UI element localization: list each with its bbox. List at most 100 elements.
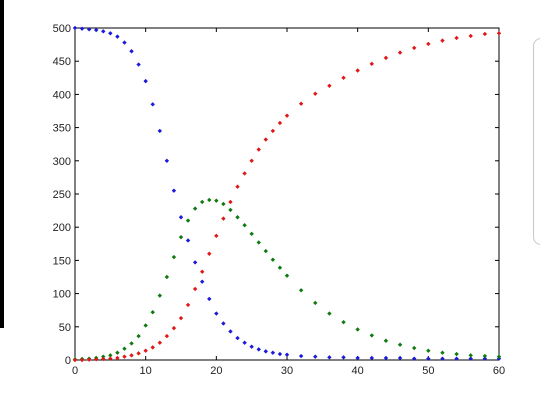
- left-edge-strip: [0, 0, 4, 328]
- series-1-point: [122, 346, 127, 351]
- y-tick-label: 250: [53, 189, 71, 201]
- series-2-point: [263, 137, 268, 142]
- series-1-point: [482, 353, 488, 359]
- series-2-point: [440, 38, 445, 43]
- series-0-point: [192, 260, 198, 265]
- series-0-point: [454, 356, 459, 361]
- series-2-point: [277, 120, 283, 126]
- series-1-point: [355, 327, 360, 332]
- series-0-point: [270, 350, 276, 355]
- series-1-point: [143, 323, 148, 328]
- series-2-point: [270, 128, 276, 134]
- series-1-point: [298, 288, 304, 293]
- y-tick-label: 100: [53, 289, 71, 301]
- series-0-point: [482, 356, 488, 361]
- series-0-point: [327, 355, 332, 360]
- series-2-point: [108, 356, 113, 361]
- y-tick-label: 350: [53, 123, 71, 135]
- series-0-point: [468, 356, 473, 361]
- series-1-point: [235, 215, 240, 220]
- y-tick-label: 300: [53, 156, 71, 168]
- series-2-point: [249, 158, 254, 163]
- series-1-point: [207, 197, 212, 203]
- series-2-point: [101, 356, 106, 362]
- series-0-point: [228, 329, 233, 334]
- series-2-point: [94, 357, 99, 362]
- y-tick-label: 450: [53, 56, 71, 68]
- series-1-point: [200, 199, 205, 205]
- series-2-point: [86, 357, 92, 362]
- x-tick-label: 10: [140, 365, 152, 377]
- series-0-point: [86, 27, 92, 32]
- y-tick-label: 50: [59, 322, 71, 334]
- series-0-point: [221, 321, 226, 326]
- series-2-point: [122, 354, 127, 359]
- series-2-point: [164, 333, 170, 339]
- series-0-point: [298, 353, 304, 359]
- series-0-point: [171, 188, 177, 193]
- series-1-point: [164, 274, 170, 280]
- series-1-point: [192, 206, 198, 211]
- series-0-point: [164, 158, 170, 163]
- series-1-point: [412, 345, 417, 351]
- series-1-point: [129, 341, 134, 346]
- series-1-point: [263, 248, 268, 254]
- series-0-point: [397, 355, 403, 361]
- series-0-point: [200, 279, 205, 284]
- series-1-point: [108, 353, 113, 358]
- series-2-point: [129, 353, 134, 358]
- series-1-point: [178, 234, 184, 240]
- series-1-point: [221, 201, 226, 207]
- series-0-point: [369, 355, 374, 361]
- series-0-point: [355, 355, 360, 361]
- series-2-point: [200, 269, 205, 274]
- series-1-point: [136, 333, 141, 339]
- series-0-point: [249, 344, 254, 349]
- series-0-point: [214, 311, 219, 316]
- series-2-point: [355, 68, 360, 73]
- series-2-point: [369, 61, 374, 67]
- series-1-point: [397, 342, 403, 347]
- series-2-point: [412, 45, 417, 51]
- series-2-point: [192, 286, 198, 292]
- series-1-point: [454, 351, 459, 357]
- series-2-point: [327, 83, 332, 88]
- series-2-point: [397, 50, 403, 55]
- plot-area-frame: [74, 27, 500, 361]
- series-1-point: [327, 311, 332, 316]
- series-2-point: [185, 302, 191, 308]
- series-0-point: [115, 34, 120, 39]
- y-tick-label: 500: [53, 23, 71, 35]
- series-2-point: [157, 340, 162, 345]
- series-2-point: [454, 35, 459, 41]
- series-0-point: [412, 356, 417, 361]
- series-0-point: [143, 78, 148, 84]
- data-points: [72, 25, 502, 363]
- series-1-point: [115, 350, 120, 355]
- series-1-point: [101, 354, 106, 359]
- series-1-point: [150, 309, 155, 315]
- x-tick-label: 20: [210, 365, 222, 377]
- series-0-point: [263, 349, 268, 354]
- series-2-point: [242, 171, 247, 176]
- x-tick-label: 30: [281, 365, 293, 377]
- x-tick-label: 0: [72, 365, 78, 377]
- series-1-point: [277, 265, 283, 270]
- series-0-point: [129, 49, 134, 54]
- series-0-point: [150, 102, 155, 107]
- series-0-point: [122, 40, 127, 45]
- series-0-point: [341, 355, 346, 360]
- series-0-point: [207, 296, 212, 302]
- series-1-point: [171, 254, 177, 260]
- series-1-point: [369, 333, 374, 338]
- series-2-point: [207, 251, 212, 256]
- series-0-point: [101, 29, 106, 34]
- series-2-point: [235, 184, 240, 189]
- x-tick-label: 40: [352, 365, 364, 377]
- series-0-point: [426, 356, 431, 361]
- series-0-point: [79, 26, 85, 31]
- series-2-point: [426, 41, 431, 47]
- series-0-point: [440, 356, 445, 361]
- series-2-point: [228, 199, 233, 205]
